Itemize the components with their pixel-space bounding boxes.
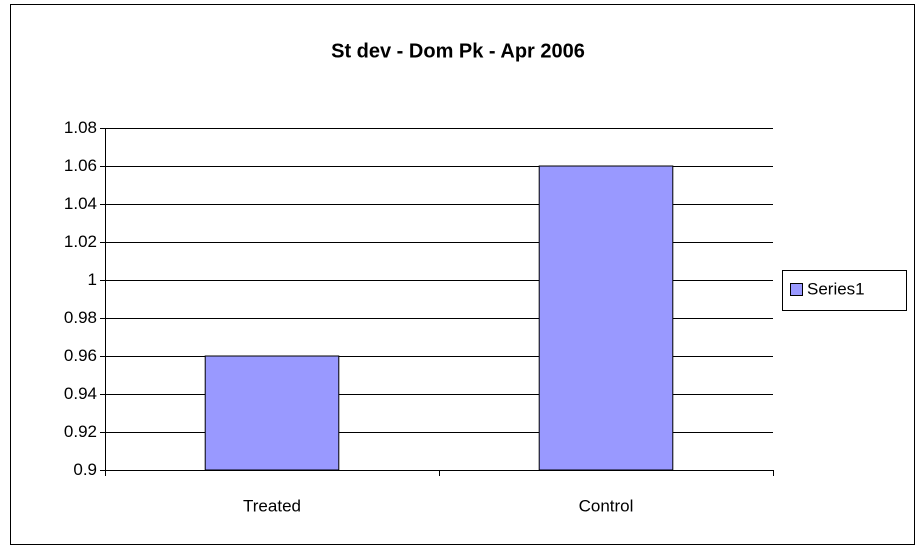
y-tick-label: 0.92 bbox=[64, 422, 97, 441]
bar bbox=[538, 165, 674, 471]
y-tick-label: 0.9 bbox=[73, 460, 97, 479]
legend-swatch bbox=[790, 283, 803, 296]
legend-label: Series1 bbox=[807, 279, 865, 298]
y-tick-label: 1 bbox=[88, 270, 97, 289]
y-tick-label: 0.94 bbox=[64, 384, 97, 403]
bar bbox=[204, 355, 340, 471]
y-tick-label: 1.04 bbox=[64, 194, 97, 213]
y-tick-label: 0.96 bbox=[64, 346, 97, 365]
y-tick-label: 1.02 bbox=[64, 232, 97, 251]
y-tick-label: 1.08 bbox=[64, 118, 97, 137]
chart-frame bbox=[10, 4, 915, 545]
x-tick-label: Treated bbox=[243, 496, 301, 515]
x-tick-label: Control bbox=[579, 496, 634, 515]
y-tick-label: 0.98 bbox=[64, 308, 97, 327]
legend-box bbox=[782, 270, 907, 311]
chart-title: St dev - Dom Pk - Apr 2006 bbox=[331, 40, 585, 62]
y-tick-label: 1.06 bbox=[64, 156, 97, 175]
